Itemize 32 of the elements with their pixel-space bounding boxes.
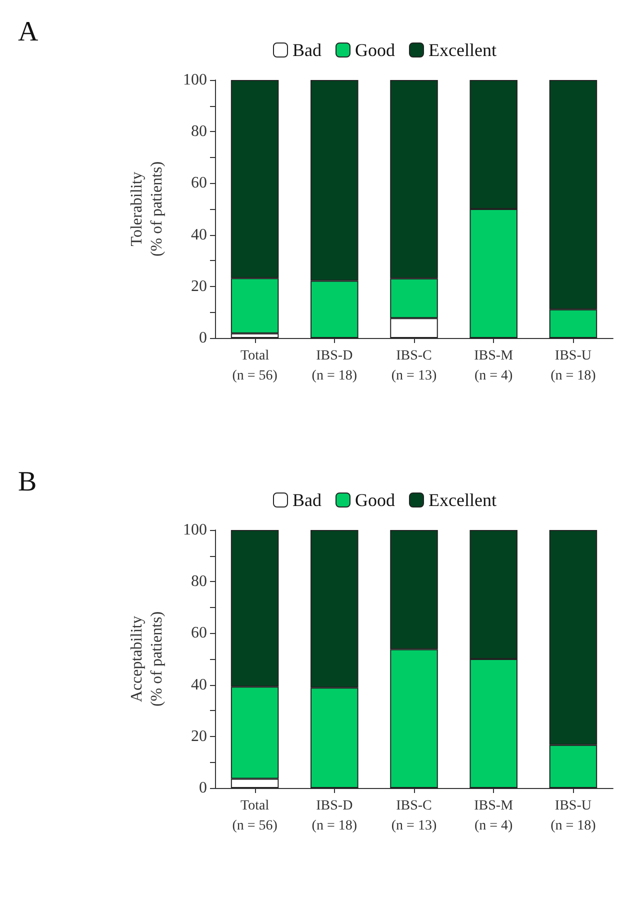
y-axis-title: Tolerability (% of patients) (128, 161, 166, 257)
y-tick-label: 60 (191, 624, 207, 642)
y-tick-label: 0 (199, 780, 207, 796)
x-tick-label: IBS-M (n = 4) (474, 348, 514, 384)
y-tick-label: 80 (191, 573, 207, 590)
x-tick-label: IBS-M (n = 4) (474, 798, 514, 834)
chart-title: B (18, 466, 37, 498)
y-tick-label: 20 (191, 278, 207, 295)
y-tick-label: 80 (191, 123, 207, 140)
y-tick-label: 20 (191, 728, 207, 745)
y-tick-label: 0 (199, 330, 207, 346)
y-tick-label: 60 (191, 174, 207, 192)
x-tick-label: IBS-D (n = 18) (312, 798, 358, 834)
legend-label: Good (354, 490, 395, 510)
x-tick-label: IBS-C (n = 13) (391, 348, 437, 384)
y-tick-label: 100 (183, 72, 207, 88)
x-tick-label: Total (n = 56) (232, 348, 278, 384)
y-tick-label: 100 (183, 522, 207, 538)
y-axis-title: Acceptability (% of patients) (128, 611, 166, 707)
x-tick-label: IBS-U (n = 18) (550, 798, 596, 834)
x-tick-label: IBS-D (n = 18) (312, 348, 358, 384)
x-tick-label: Total (n = 56) (232, 798, 278, 834)
legend-label: Excellent (428, 490, 496, 510)
x-tick-label: IBS-U (n = 18) (550, 348, 596, 384)
legend-label: Bad (292, 40, 322, 60)
y-tick-label: 40 (191, 676, 207, 694)
legend-label: Good (354, 40, 395, 60)
x-tick-label: IBS-C (n = 13) (391, 798, 437, 834)
chart-title: A (18, 16, 39, 48)
legend-label: Excellent (428, 40, 496, 60)
y-tick-label: 40 (191, 226, 207, 244)
legend-label: Bad (292, 490, 322, 510)
